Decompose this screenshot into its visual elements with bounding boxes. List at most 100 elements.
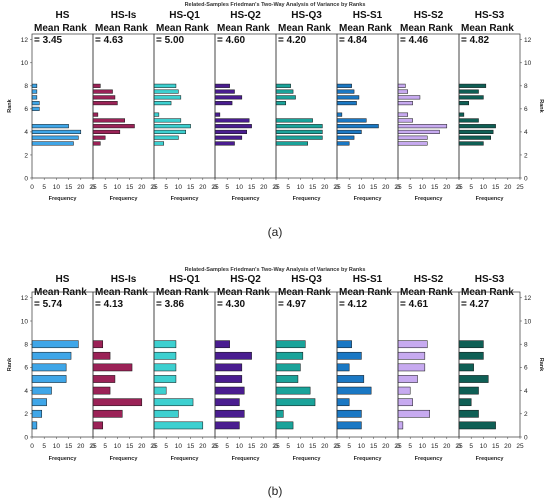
chart0-group-2-bar-14 (153, 89, 179, 94)
chart1-ylabel-right: Rank (538, 358, 544, 372)
chart1-group-5-xtick-2: 10 (358, 443, 366, 450)
chart0-group-3-bar-9 (214, 118, 250, 123)
chart0-ytick-right-2: 4 (524, 129, 528, 136)
chart0-group-6-bar-12 (397, 101, 413, 106)
chart1-group-0-name: HS (56, 274, 70, 285)
chart1-group-7-bar-5 (458, 363, 474, 372)
chart1-group-6-xtick-3: 15 (431, 443, 439, 450)
chart1-ytick-left-0: 0 (24, 434, 28, 441)
chart0-group-3-xlabel: Frequency (232, 196, 261, 202)
chart1-group-0-bar-3 (31, 386, 52, 395)
chart0-group-2-xtick-4: 20 (199, 184, 207, 191)
chart0-group-2-bar-9 (153, 118, 182, 123)
chart1-group-7-frame (458, 291, 521, 438)
chart1-group-0-xtick-3: 15 (65, 443, 73, 450)
chart1-group-2-xtick-4: 20 (199, 443, 207, 450)
chart1-group-6-bar-0 (397, 421, 404, 430)
chart0-group-6-bar-10 (397, 112, 409, 117)
chart0-group-3-xtick-3: 15 (248, 184, 256, 191)
chart0-group-3-xtick-2: 10 (236, 184, 244, 191)
chart1-group-3-xtick-5: 25 (272, 443, 280, 450)
chart0-group-5-mean-value: = 4.84 (339, 35, 368, 46)
chart0-group-5-bar-12 (336, 101, 357, 106)
chart1-group-6-bar-7 (397, 340, 428, 349)
chart1-group-7-xtick-3: 15 (492, 443, 500, 450)
chart0-group-7-bar-8 (458, 124, 496, 129)
chart0-group-4-bar-14 (275, 89, 294, 94)
chart0-group-7-frame (458, 33, 521, 179)
chart0-group-0-xtick-2: 10 (53, 184, 61, 191)
chart1-group-2-mean-value: = 3.86 (156, 299, 185, 310)
chart1-ytick-left-3: 6 (24, 365, 28, 372)
chart0-group-7-xlabel: Frequency (476, 196, 505, 202)
chart1-group-1-bar-6 (92, 351, 111, 360)
chart1-group-2-xtick-3: 15 (187, 443, 195, 450)
chart0-group-7-bar-9 (458, 118, 479, 123)
chart0-group-6-bar-13 (397, 95, 421, 100)
chart0-group-4-bar-5 (275, 141, 308, 146)
chart1-group-0-bar-0 (31, 421, 38, 430)
chart1-group-3-xlabel: Frequency (232, 456, 261, 462)
chart0-group-6-bar-9 (397, 118, 413, 123)
chart0-group-2-mean-label: Mean Rank (156, 23, 209, 34)
chart0-ylabel-left: Rank (7, 98, 13, 112)
chart1-group-5-xtick-0: 0 (335, 443, 339, 450)
chart1-group-4-mean-value: = 4.97 (278, 299, 307, 310)
chart1-group-1-xtick-2: 10 (114, 443, 122, 450)
chart0-ytick-right-3: 6 (524, 106, 528, 113)
chart1-group-5-xtick-1: 5 (347, 443, 351, 450)
chart1-group-5-bar-7 (336, 340, 352, 349)
chart1-group-0-bar-6 (31, 351, 72, 360)
chart0-group-1-xtick-1: 5 (103, 184, 107, 191)
chart1-group-4-bar-6 (275, 351, 304, 360)
chart0-group-2-xtick-2: 10 (175, 184, 183, 191)
chart0-group-1-mean-label: Mean Rank (95, 23, 148, 34)
chart1-group-3-name: HS-Q2 (230, 274, 261, 285)
chart0-group-3-bar-8 (214, 124, 252, 129)
chart0-title: Related-Samples Friedman's Two-Way Analy… (185, 2, 366, 8)
chart0-group-1-bar-5 (92, 141, 101, 146)
chart0-group-3-bar-14 (214, 89, 235, 94)
chart0-group-2-xlabel: Frequency (171, 196, 200, 202)
chart0-group-6-xtick-1: 5 (408, 184, 412, 191)
chart1-group-5-xtick-3: 15 (370, 443, 378, 450)
chart0-group-5-frame (336, 33, 399, 179)
chart0-group-2-bar-15 (153, 83, 177, 88)
chart0-ytick-left-0: 0 (24, 175, 28, 182)
chart0-group-7-xtick-3: 15 (492, 184, 500, 191)
chart1-group-6-xlabel: Frequency (415, 456, 444, 462)
chart1-group-6-xtick-0: 0 (396, 443, 400, 450)
chart0-group-5-xtick-3: 15 (370, 184, 378, 191)
chart1-group-7-bar-1 (458, 409, 479, 418)
chart1-ytick-right-3: 6 (524, 365, 528, 372)
chart0-group-6-name: HS-S2 (414, 10, 444, 21)
chart0-group-2-mean-value: = 5.00 (156, 35, 185, 46)
chart0-group-5-bar-7 (336, 129, 362, 134)
chart1-group-7-bar-7 (458, 340, 484, 349)
chart1-group-7-bar-6 (458, 351, 484, 360)
chart1-group-7-xtick-2: 10 (480, 443, 488, 450)
chart1-group-3-bar-3 (214, 386, 245, 395)
chart0-group-0-bar-5 (31, 141, 74, 146)
chart1-group-7-xtick-5: 25 (516, 443, 524, 450)
chart0-group-7-xtick-2: 10 (480, 184, 488, 191)
chart1-group-2-xtick-0: 0 (152, 443, 156, 450)
chart1-group-6-mean-value: = 4.61 (400, 299, 429, 310)
chart1-group-4-bar-0 (275, 421, 294, 430)
chart0-group-4-xtick-0: 0 (274, 184, 278, 191)
chart0-group-3-xtick-4: 20 (260, 184, 268, 191)
chart0-group-3-bar-7 (214, 129, 247, 134)
chart0-group-2-name: HS-Q1 (169, 10, 200, 21)
chart1-group-5-name: HS-S1 (353, 274, 383, 285)
chart1-group-2-xtick-5: 25 (211, 443, 219, 450)
chart0-group-5-bar-15 (336, 83, 352, 88)
chart1-ytick-right-2: 4 (524, 388, 528, 395)
chart1-group-0-xtick-2: 10 (53, 443, 61, 450)
chart0-group-0-xtick-5: 25 (89, 184, 97, 191)
chart1-ytick-left-6: 12 (21, 295, 29, 302)
chart1-group-5-bar-4 (336, 375, 365, 383)
chart1-group-3-xtick-4: 20 (260, 443, 268, 450)
chart1-group-6-xtick-1: 5 (408, 443, 412, 450)
chart0-group-6-bar-14 (397, 89, 409, 94)
chart1-group-0-xtick-1: 5 (42, 443, 46, 450)
